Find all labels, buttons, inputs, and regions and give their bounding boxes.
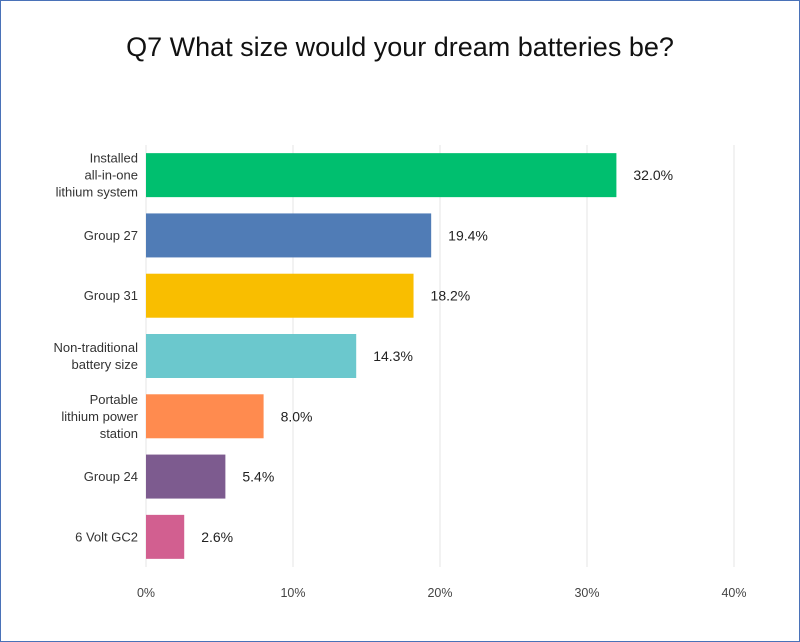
- value-label-1: 19.4%: [448, 227, 488, 243]
- bar-3: [146, 334, 357, 378]
- bar-4: [146, 394, 264, 439]
- category-label-5: Group 24: [84, 469, 138, 484]
- value-label-2: 18.2%: [431, 288, 471, 304]
- category-label-0: Installed all-in-one lithium system: [56, 151, 138, 200]
- bar-2: [146, 273, 414, 318]
- category-label-1: Group 27: [84, 228, 138, 243]
- category-label-2: Group 31: [84, 288, 138, 303]
- x-tick-label-0: 0%: [137, 586, 155, 600]
- x-tick-label-1: 10%: [280, 586, 305, 600]
- x-tick-label-3: 30%: [574, 586, 599, 600]
- bar-1: [146, 213, 432, 258]
- value-label-0: 32.0%: [633, 167, 673, 183]
- value-label-4: 8.0%: [281, 408, 313, 424]
- chart-title: Q7 What size would your dream batteries …: [126, 32, 674, 62]
- bar-6: [146, 514, 185, 559]
- bar-5: [146, 454, 226, 499]
- x-tick-label-4: 40%: [721, 586, 746, 600]
- value-label-6: 2.6%: [201, 529, 233, 545]
- x-tick-label-2: 20%: [427, 586, 452, 600]
- category-label-4: Portable lithium power station: [61, 392, 138, 441]
- bar-0: [146, 153, 617, 198]
- value-label-3: 14.3%: [373, 348, 413, 364]
- category-label-6: 6 Volt GC2: [75, 529, 138, 544]
- value-label-5: 5.4%: [242, 469, 274, 485]
- category-label-3: Non-traditional battery size: [53, 340, 138, 372]
